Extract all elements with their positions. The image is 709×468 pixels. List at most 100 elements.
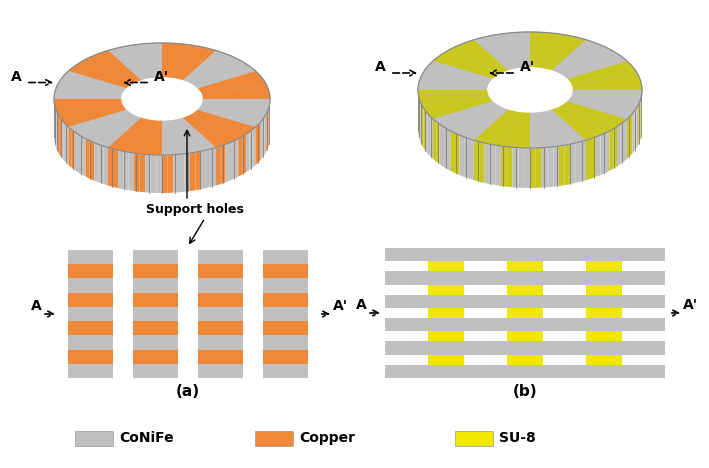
Polygon shape xyxy=(422,95,493,119)
Polygon shape xyxy=(190,110,255,139)
Polygon shape xyxy=(501,32,530,69)
Bar xyxy=(198,321,242,336)
Text: A: A xyxy=(31,299,42,313)
Text: (a): (a) xyxy=(175,385,199,400)
Polygon shape xyxy=(422,95,493,119)
Polygon shape xyxy=(455,133,459,175)
Bar xyxy=(262,350,308,364)
Polygon shape xyxy=(530,111,559,148)
Polygon shape xyxy=(162,119,190,155)
Polygon shape xyxy=(501,111,530,148)
Polygon shape xyxy=(173,154,179,193)
Polygon shape xyxy=(225,143,230,183)
Bar xyxy=(133,264,177,278)
Polygon shape xyxy=(118,150,123,189)
Polygon shape xyxy=(54,85,123,99)
Bar xyxy=(67,292,113,307)
Polygon shape xyxy=(418,90,642,148)
Polygon shape xyxy=(54,99,123,114)
Ellipse shape xyxy=(122,78,202,120)
Polygon shape xyxy=(570,143,576,184)
Polygon shape xyxy=(162,155,167,193)
Polygon shape xyxy=(54,99,270,155)
Bar xyxy=(385,248,665,262)
Polygon shape xyxy=(123,151,128,190)
Bar xyxy=(385,295,665,308)
Polygon shape xyxy=(179,154,184,192)
Text: A: A xyxy=(11,70,22,83)
Polygon shape xyxy=(263,117,264,157)
Bar xyxy=(198,292,242,307)
Polygon shape xyxy=(617,124,620,167)
Polygon shape xyxy=(190,59,255,88)
Polygon shape xyxy=(86,51,142,84)
Bar xyxy=(198,364,242,378)
Polygon shape xyxy=(553,146,559,187)
Polygon shape xyxy=(56,110,57,152)
Ellipse shape xyxy=(418,32,642,148)
Polygon shape xyxy=(447,129,451,171)
Bar xyxy=(67,321,113,336)
Bar xyxy=(198,307,242,321)
Polygon shape xyxy=(541,34,586,71)
Polygon shape xyxy=(496,145,501,186)
Polygon shape xyxy=(433,49,501,79)
Polygon shape xyxy=(518,148,524,188)
Bar xyxy=(67,364,113,378)
Polygon shape xyxy=(69,110,134,139)
Polygon shape xyxy=(571,90,642,105)
Polygon shape xyxy=(60,117,61,157)
Bar xyxy=(262,307,308,321)
Bar xyxy=(67,336,113,350)
Polygon shape xyxy=(451,40,509,74)
Polygon shape xyxy=(201,99,270,114)
Polygon shape xyxy=(469,139,474,180)
Polygon shape xyxy=(196,151,201,190)
Polygon shape xyxy=(182,51,238,84)
Polygon shape xyxy=(196,104,267,127)
Polygon shape xyxy=(172,117,216,153)
Polygon shape xyxy=(559,49,627,79)
Polygon shape xyxy=(63,122,66,162)
Polygon shape xyxy=(422,61,493,84)
Polygon shape xyxy=(474,109,519,146)
Bar xyxy=(67,307,113,321)
Polygon shape xyxy=(451,131,455,173)
Polygon shape xyxy=(72,130,74,170)
Polygon shape xyxy=(571,75,642,90)
Polygon shape xyxy=(238,137,242,176)
Polygon shape xyxy=(536,148,542,188)
Polygon shape xyxy=(418,90,489,105)
Polygon shape xyxy=(490,144,496,185)
Polygon shape xyxy=(69,59,134,88)
Bar xyxy=(262,336,308,350)
Polygon shape xyxy=(559,101,627,131)
Polygon shape xyxy=(242,134,246,175)
Polygon shape xyxy=(57,104,128,127)
Bar xyxy=(262,250,308,264)
Polygon shape xyxy=(641,96,642,139)
Polygon shape xyxy=(624,119,627,161)
Bar xyxy=(198,264,242,278)
Polygon shape xyxy=(423,108,425,151)
Polygon shape xyxy=(601,133,605,175)
Bar xyxy=(133,350,177,364)
Polygon shape xyxy=(507,147,513,187)
Polygon shape xyxy=(57,114,60,154)
Polygon shape xyxy=(581,140,586,182)
Polygon shape xyxy=(418,75,489,90)
Bar xyxy=(133,278,177,292)
Polygon shape xyxy=(128,152,134,191)
Bar xyxy=(586,248,623,378)
Polygon shape xyxy=(184,153,190,192)
Polygon shape xyxy=(551,106,609,140)
Text: A: A xyxy=(356,298,367,312)
Polygon shape xyxy=(190,110,255,139)
Bar xyxy=(255,431,293,446)
Text: A': A' xyxy=(520,60,535,74)
Polygon shape xyxy=(86,114,142,147)
Polygon shape xyxy=(637,105,638,148)
Polygon shape xyxy=(57,104,128,127)
Polygon shape xyxy=(609,129,613,171)
Polygon shape xyxy=(630,114,632,156)
